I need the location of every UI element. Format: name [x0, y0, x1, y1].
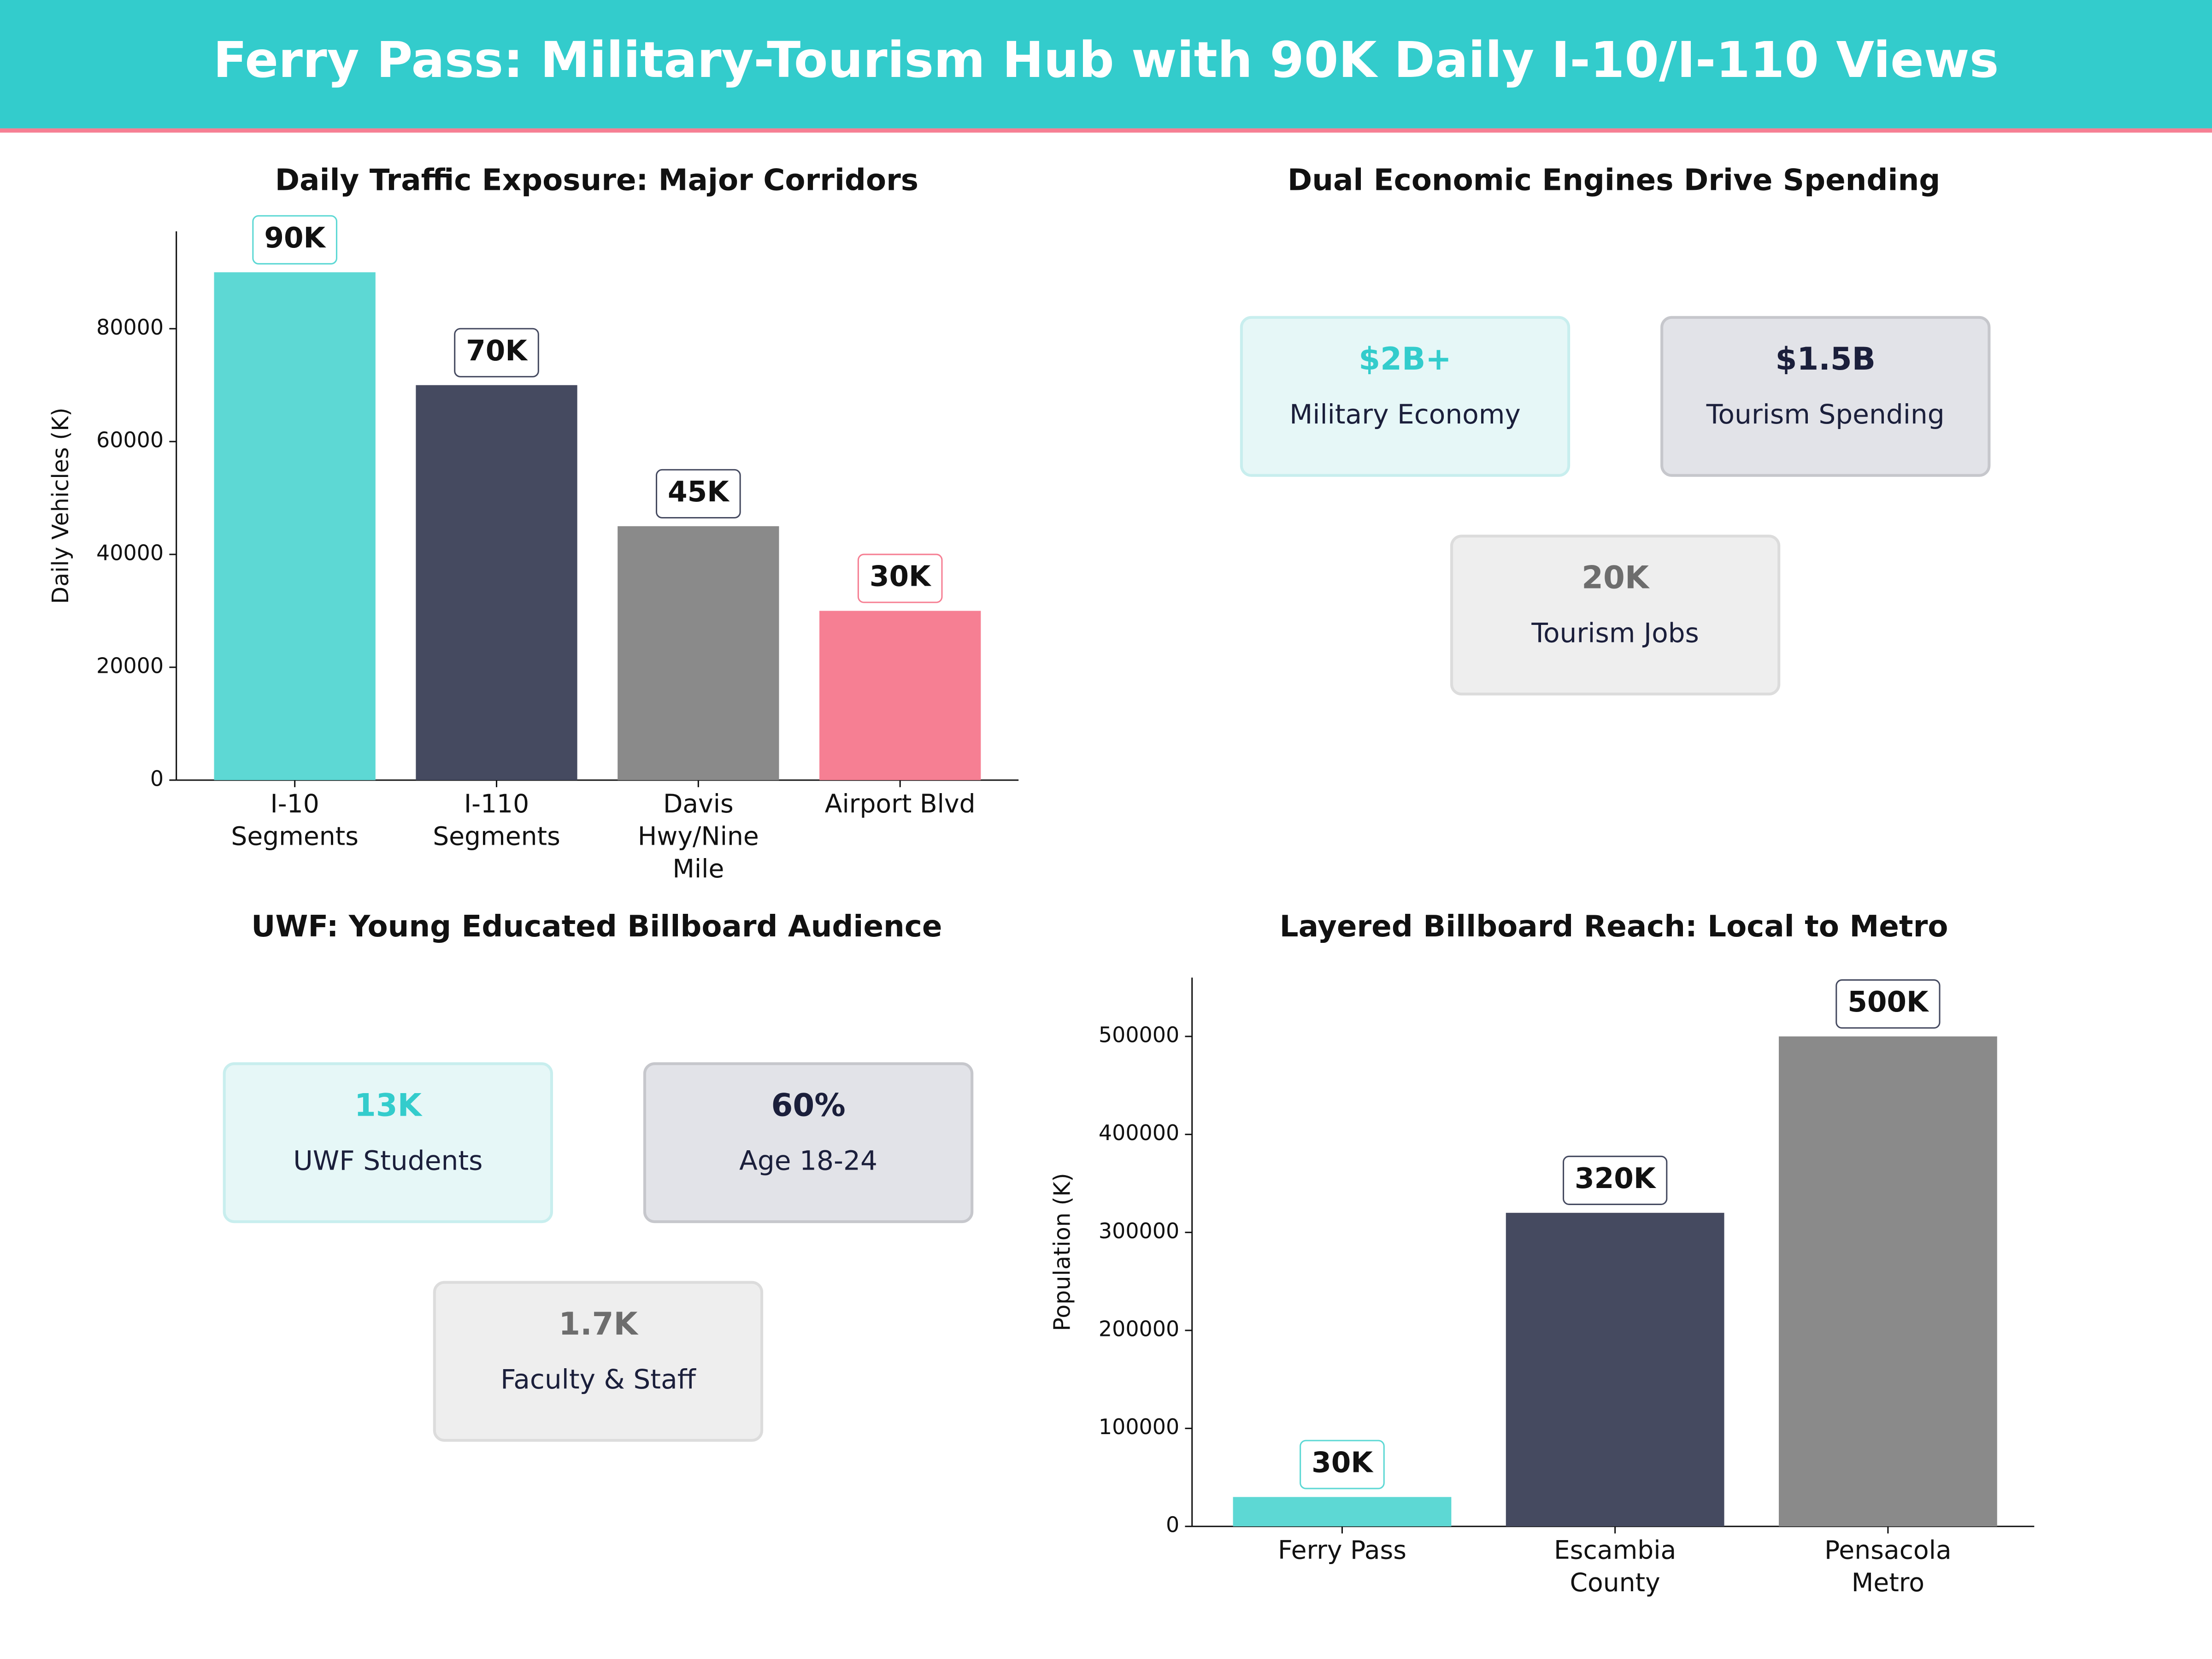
header-rule: [0, 128, 2212, 133]
value-label: 90K: [264, 222, 326, 254]
kpi-value: 1.7K: [559, 1306, 639, 1342]
page-title: Ferry Pass: Military-Tourism Hub with 90…: [213, 32, 1999, 89]
bar: [1506, 1212, 1724, 1527]
value-label-box: [454, 328, 539, 377]
value-label-box: [656, 469, 741, 518]
kpi-value: $2B+: [1359, 341, 1451, 377]
value-label-box: [252, 215, 338, 265]
value-label: 70K: [466, 335, 528, 367]
x-tick-label: Davis Hwy/Nine Mile: [638, 789, 759, 883]
value-label-box: [1563, 1155, 1668, 1205]
y-tick-label: 20000: [96, 653, 164, 678]
header-band: [0, 0, 2212, 129]
kpi-card: [1240, 316, 1571, 477]
kpi-label: Tourism Spending: [1706, 399, 1945, 430]
value-label-box: [1300, 1440, 1385, 1489]
kpi-value: 13K: [354, 1087, 423, 1124]
kpi-card: [1660, 316, 1991, 477]
kpi-card: [433, 1281, 764, 1442]
value-label: 500K: [1847, 986, 1930, 1018]
kpi-card: [223, 1062, 553, 1224]
value-label-box: [857, 553, 943, 603]
kpi-card: [1450, 535, 1781, 696]
bar: [1233, 1497, 1452, 1527]
kpi-value: $1.5B: [1776, 341, 1876, 377]
value-label-box: [1835, 979, 1941, 1029]
chart-title: Layered Billboard Reach: Local to Metro: [1280, 909, 1948, 944]
y-axis-label: Daily Vehicles (K): [47, 407, 74, 604]
y-tick-label: 500000: [1099, 1023, 1179, 1047]
panel-title: UWF: Young Educated Billboard Audience: [251, 909, 942, 944]
x-tick-label: Airport Blvd: [825, 789, 976, 818]
x-tick-label: Pensacola Metro: [1824, 1535, 1952, 1597]
y-tick-label: 40000: [96, 541, 164, 565]
kpi-label: Faculty & Staff: [500, 1364, 697, 1395]
y-tick-label: 200000: [1099, 1316, 1179, 1341]
y-tick-label: 400000: [1099, 1120, 1179, 1145]
y-tick-label: 60000: [96, 428, 164, 453]
y-tick-label: 300000: [1099, 1218, 1179, 1243]
value-label: 320K: [1575, 1162, 1657, 1195]
y-axis-label: Population (K): [1049, 1173, 1076, 1331]
bar: [618, 526, 779, 780]
x-tick-label: I-10 Segments: [231, 789, 359, 851]
x-tick-label: Ferry Pass: [1278, 1535, 1406, 1565]
kpi-card: [643, 1062, 974, 1224]
kpi-value: 20K: [1582, 559, 1650, 596]
bar: [1778, 1036, 1997, 1527]
value-label: 30K: [1312, 1447, 1374, 1479]
y-tick-label: 100000: [1099, 1414, 1179, 1439]
panel-title: Dual Economic Engines Drive Spending: [1288, 163, 1940, 197]
y-tick-label: 0: [150, 766, 164, 791]
x-tick-label: I-110 Segments: [433, 789, 560, 851]
value-label: 45K: [668, 476, 730, 508]
bar: [819, 611, 981, 780]
kpi-label: Age 18-24: [739, 1145, 877, 1177]
kpi-label: UWF Students: [293, 1145, 482, 1177]
chart-title: Daily Traffic Exposure: Major Corridors: [275, 163, 918, 197]
kpi-value: 60%: [771, 1087, 846, 1124]
y-tick-label: 80000: [96, 315, 164, 340]
bar: [214, 272, 376, 780]
kpi-label: Military Economy: [1289, 399, 1521, 430]
kpi-label: Tourism Jobs: [1531, 618, 1699, 649]
bar: [416, 385, 577, 780]
y-tick-label: 0: [1166, 1512, 1179, 1537]
x-tick-label: Escambia County: [1554, 1535, 1676, 1597]
value-label: 30K: [870, 560, 932, 593]
